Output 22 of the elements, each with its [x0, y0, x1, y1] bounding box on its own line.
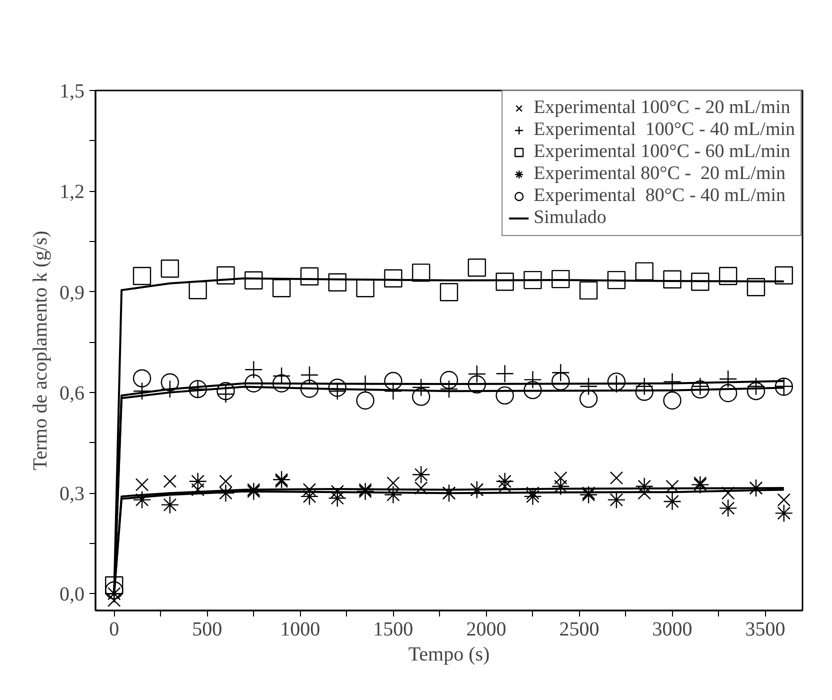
y-tick-label: 0,9: [60, 282, 84, 304]
y-axis-title: Termo de acoplamento k (g/s): [30, 230, 52, 470]
x-tick-label: 1500: [373, 618, 414, 640]
x-tick-label: 500: [192, 618, 222, 640]
legend-label: Experimental 100°C - 40 mL/min: [534, 119, 795, 141]
x-tick-label: 0: [109, 618, 120, 640]
x-axis-title: Tempo (s): [408, 644, 490, 666]
y-tick-label: 1,2: [60, 181, 84, 204]
y-tick-label: 0,0: [60, 584, 84, 606]
legend-label: Experimental 80°C - 20 mL/min: [534, 163, 786, 185]
x-tick-label: 3500: [745, 618, 786, 640]
x-tick-label: 2000: [466, 618, 506, 640]
legend-label: Experimental 100°C - 20 mL/min: [534, 97, 790, 119]
legend-label: Simulado: [534, 207, 606, 229]
x-tick-label: 3000: [652, 618, 692, 640]
x-tick-label: 1000: [280, 618, 320, 640]
x-tick-label: 2500: [559, 618, 600, 640]
y-tick-label: 0,3: [60, 483, 84, 506]
y-tick-label: 1,5: [60, 80, 84, 102]
legend-label: Experimental 100°C - 60 mL/min: [534, 141, 790, 163]
legend-label: Experimental 80°C - 40 mL/min: [534, 185, 786, 207]
y-tick-label: 0,6: [60, 382, 84, 404]
